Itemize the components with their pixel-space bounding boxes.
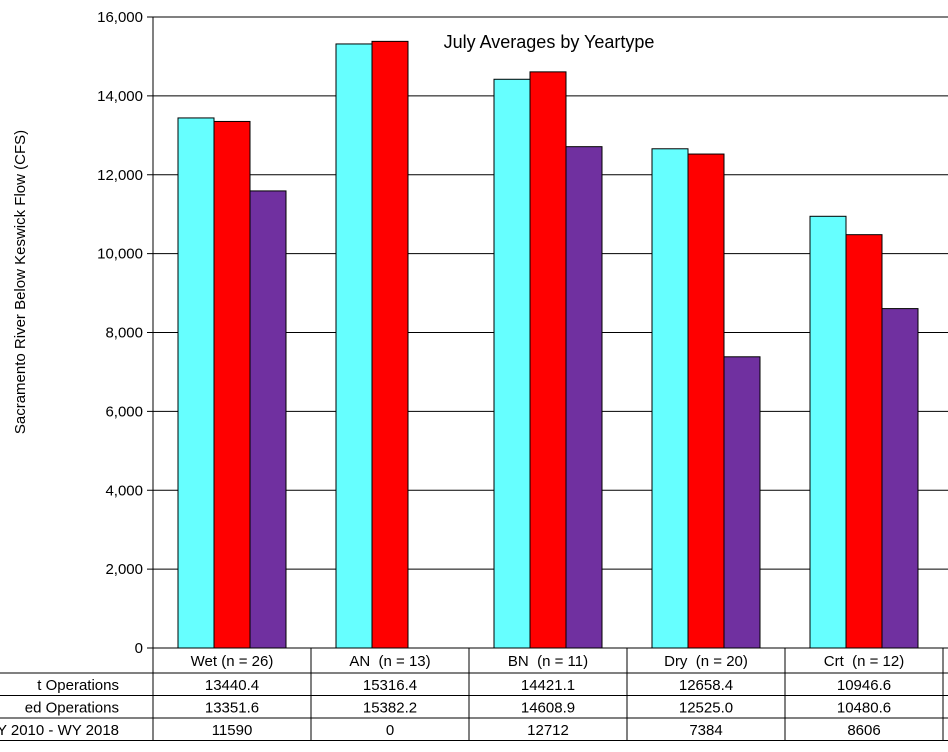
bar — [249, 190, 287, 649]
series-label: t Operations — [37, 677, 119, 694]
data-label: 11590 — [212, 722, 253, 739]
y-tick-label: 4,000 — [105, 482, 143, 499]
data-label: 14421.1 — [521, 677, 575, 694]
data-label: 13440.4 — [205, 677, 259, 694]
category-label: Dry (n = 20) — [664, 653, 748, 670]
y-tick-label: 12,000 — [97, 167, 143, 184]
data-label: 10946.6 — [837, 677, 891, 694]
data-label: 10480.6 — [837, 700, 891, 717]
bar — [565, 146, 603, 649]
bar — [687, 153, 725, 649]
y-tick-label: 10,000 — [97, 246, 143, 263]
series-label: Y 2010 - WY 2018 — [0, 722, 119, 739]
bar — [723, 356, 761, 649]
data-table: Wet (n = 26) AN (n = 13) BN (n = 11) Dry (n… — [0, 647, 948, 741]
bar — [845, 234, 883, 649]
bar — [881, 308, 919, 649]
axes: 0 2,000 4,000 6,000 8,000 10,000 12,000 14,000 1… — [97, 9, 154, 657]
data-label: 12525.0 — [679, 700, 733, 717]
data-label: 15382.2 — [363, 700, 417, 717]
data-label: 8606 — [847, 722, 880, 739]
bar — [371, 40, 409, 649]
y-tick-label: 2,000 — [105, 561, 143, 578]
bar — [335, 43, 373, 649]
bar — [213, 120, 251, 649]
data-label: 15316.4 — [363, 677, 417, 694]
data-label: 14608.9 — [521, 700, 575, 717]
bar — [809, 215, 847, 649]
category-label: Crt (n = 12) — [824, 653, 904, 670]
series-label: ed Operations — [25, 700, 119, 717]
category-label: Wet (n = 26) — [191, 653, 274, 670]
data-label: 0 — [386, 722, 394, 739]
bar — [529, 71, 567, 649]
y-tick-label: 16,000 — [97, 9, 143, 26]
data-label: 12712 — [527, 722, 569, 739]
category-label: AN (n = 13) — [349, 653, 430, 670]
y-tick-label: 14,000 — [97, 88, 143, 105]
y-tick-label: 8,000 — [105, 325, 143, 342]
y-tick-label: 6,000 — [105, 403, 143, 420]
chart-title: July Averages by Yeartype — [444, 32, 655, 52]
category-label: BN (n = 11) — [508, 653, 588, 670]
y-axis-label: Sacramento River Below Keswick Flow (CFS… — [12, 130, 29, 434]
y-tick-label: 0 — [135, 640, 143, 657]
bar — [177, 117, 215, 649]
bar — [493, 78, 531, 649]
data-label: 12658.4 — [679, 677, 733, 694]
data-label: 13351.6 — [205, 700, 259, 717]
data-label: 7384 — [689, 722, 722, 739]
bars — [177, 40, 919, 649]
bar — [651, 148, 689, 649]
